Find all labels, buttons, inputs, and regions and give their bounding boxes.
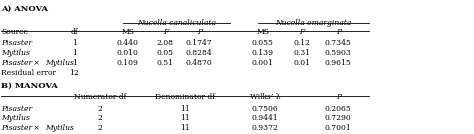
Text: 0.055: 0.055	[252, 39, 274, 47]
Text: Nucella canaliculata: Nucella canaliculata	[137, 19, 216, 27]
Text: 0.7506: 0.7506	[252, 105, 279, 113]
Text: 0.440: 0.440	[117, 39, 138, 47]
Text: Pisaster: Pisaster	[1, 124, 33, 132]
Text: 11: 11	[180, 114, 190, 122]
Text: 0.8284: 0.8284	[186, 49, 213, 57]
Text: F: F	[163, 28, 168, 36]
Text: Pisaster: Pisaster	[1, 59, 33, 67]
Text: 0.4870: 0.4870	[186, 59, 213, 67]
Text: 0.51: 0.51	[157, 59, 174, 67]
Text: 11: 11	[180, 105, 190, 113]
Text: P: P	[197, 28, 202, 36]
Text: 11: 11	[180, 124, 190, 132]
Text: 1: 1	[72, 59, 77, 67]
Text: A) ANOVA: A) ANOVA	[1, 5, 48, 13]
Text: 0.9615: 0.9615	[325, 59, 352, 67]
Text: MS: MS	[121, 28, 134, 36]
Text: Mytilus: Mytilus	[1, 49, 30, 57]
Text: Mytilus: Mytilus	[1, 114, 30, 122]
Text: 0.139: 0.139	[252, 49, 274, 57]
Text: 0.109: 0.109	[117, 59, 138, 67]
Text: 0.9441: 0.9441	[252, 114, 279, 122]
Text: 0.31: 0.31	[293, 49, 310, 57]
Text: Nucella emarginata: Nucella emarginata	[275, 19, 352, 27]
Text: 0.7001: 0.7001	[325, 124, 352, 132]
Text: 0.12: 0.12	[293, 39, 310, 47]
Text: Numerator df: Numerator df	[74, 93, 127, 101]
Text: df: df	[71, 28, 78, 36]
Text: 2: 2	[98, 105, 103, 113]
Text: Wilks’ λ: Wilks’ λ	[250, 93, 281, 101]
Text: 0.7290: 0.7290	[325, 114, 352, 122]
Text: Denominator df: Denominator df	[155, 93, 215, 101]
Text: 0.2065: 0.2065	[325, 105, 352, 113]
Text: ×: ×	[31, 59, 42, 67]
Text: 2: 2	[98, 124, 103, 132]
Text: Mytilus: Mytilus	[45, 124, 73, 132]
Text: Mytilus: Mytilus	[45, 59, 73, 67]
Text: 0.01: 0.01	[293, 59, 310, 67]
Text: P: P	[336, 93, 341, 101]
Text: 2.08: 2.08	[157, 39, 174, 47]
Text: F: F	[300, 28, 305, 36]
Text: 0.9372: 0.9372	[252, 124, 279, 132]
Text: 0.5903: 0.5903	[325, 49, 352, 57]
Text: 2: 2	[98, 114, 103, 122]
Text: Pisaster: Pisaster	[1, 105, 33, 113]
Text: 12: 12	[70, 69, 79, 77]
Text: P: P	[336, 28, 341, 36]
Text: Residual error: Residual error	[1, 69, 56, 77]
Text: 0.001: 0.001	[252, 59, 274, 67]
Text: MS: MS	[256, 28, 269, 36]
Text: 1: 1	[72, 49, 77, 57]
Text: 1: 1	[72, 39, 77, 47]
Text: ×: ×	[31, 124, 42, 132]
Text: 0.7345: 0.7345	[325, 39, 352, 47]
Text: 0.1747: 0.1747	[186, 39, 213, 47]
Text: 0.010: 0.010	[117, 49, 138, 57]
Text: Source: Source	[1, 28, 28, 36]
Text: 0.05: 0.05	[157, 49, 174, 57]
Text: Pisaster: Pisaster	[1, 39, 33, 47]
Text: B) MANOVA: B) MANOVA	[1, 81, 58, 90]
